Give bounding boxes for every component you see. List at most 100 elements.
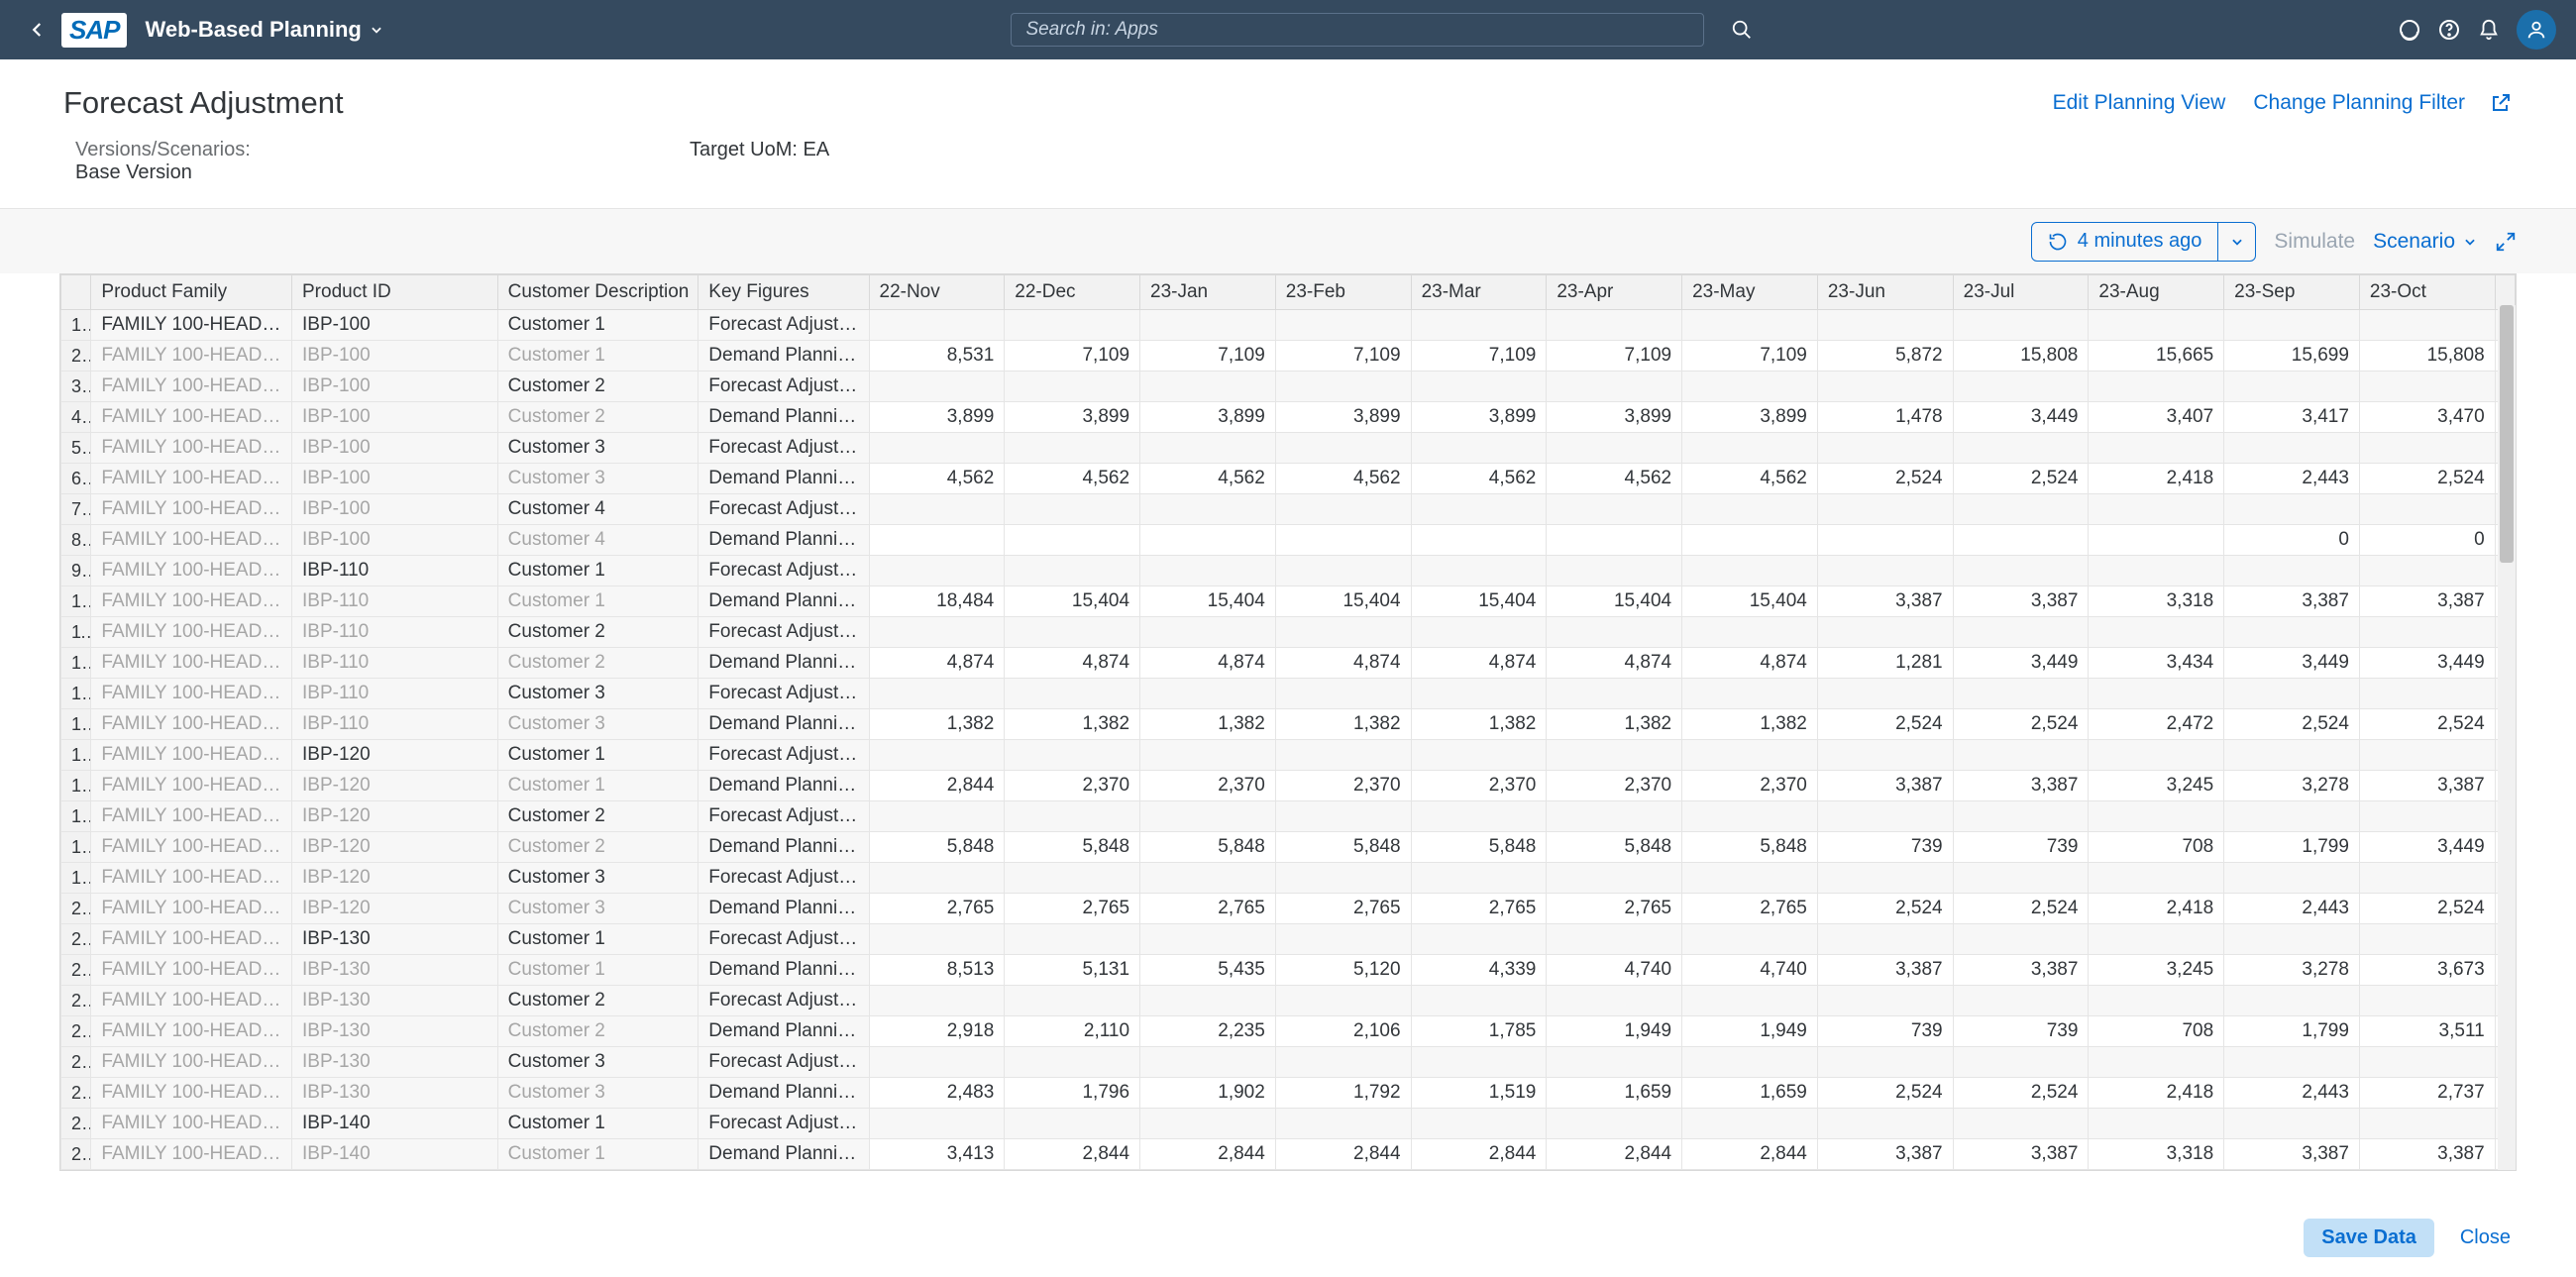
row-number[interactable]: 10 [61,586,91,617]
value-cell[interactable] [1140,1047,1276,1078]
value-cell[interactable] [1411,433,1547,464]
row-number[interactable]: 16 [61,771,91,801]
value-cell[interactable]: 2,765 [1005,894,1140,924]
table-row[interactable]: 9FAMILY 100-HEADPHO…IBP-110Customer 1For… [61,556,2516,586]
value-cell[interactable] [1682,1047,1818,1078]
value-cell[interactable]: 708 [2089,1016,2224,1047]
value-cell[interactable]: 2,235 [1140,1016,1276,1047]
value-cell[interactable] [1275,372,1411,402]
column-header[interactable] [61,275,91,310]
value-cell[interactable]: 2,524 [1953,709,2089,740]
table-row[interactable]: 10FAMILY 100-HEADPHO…IBP-110Customer 1De… [61,586,2516,617]
value-cell[interactable] [1140,617,1276,648]
value-cell[interactable]: 3,899 [1682,402,1818,433]
row-number[interactable]: 23 [61,986,91,1016]
value-cell[interactable]: 1,382 [1547,709,1682,740]
value-cell[interactable]: 739 [1817,1016,1953,1047]
value-cell[interactable]: 2,418 [2089,894,2224,924]
value-cell[interactable]: 4,562 [1547,464,1682,494]
value-cell[interactable] [1411,1047,1547,1078]
value-cell[interactable] [1275,679,1411,709]
value-cell[interactable] [1682,1109,1818,1139]
value-cell[interactable] [1817,924,1953,955]
value-cell[interactable]: 3,387 [1953,1139,2089,1170]
value-cell[interactable] [1953,310,2089,341]
value-cell[interactable]: 15,699 [2224,341,2360,372]
value-cell[interactable]: 3,278 [2224,771,2360,801]
value-cell[interactable] [1275,310,1411,341]
value-cell[interactable]: 1,796 [1005,1078,1140,1109]
value-cell[interactable] [1547,617,1682,648]
value-cell[interactable]: 2,844 [1275,1139,1411,1170]
value-cell[interactable]: 2,844 [1682,1139,1818,1170]
value-cell[interactable] [2224,740,2360,771]
value-cell[interactable] [1005,679,1140,709]
value-cell[interactable] [1953,740,2089,771]
value-cell[interactable]: 3,387 [1817,586,1953,617]
value-cell[interactable] [1411,679,1547,709]
value-cell[interactable] [1682,617,1818,648]
value-cell[interactable] [1817,556,1953,586]
value-cell[interactable]: 2,472 [2089,709,2224,740]
value-cell[interactable] [1682,679,1818,709]
value-cell[interactable]: 4,874 [1005,648,1140,679]
value-cell[interactable] [1953,924,2089,955]
table-row[interactable]: 20FAMILY 100-HEADPHO…IBP-120Customer 3De… [61,894,2516,924]
value-cell[interactable]: 4,874 [1547,648,1682,679]
notifications-icon[interactable] [2469,10,2509,50]
planning-grid[interactable]: Product FamilyProduct IDCustomer Descrip… [59,273,2517,1171]
table-row[interactable]: 8FAMILY 100-HEADPHO…IBP-100Customer 4Dem… [61,525,2516,556]
value-cell[interactable]: 2,524 [2359,464,2495,494]
column-header[interactable]: Product Family [91,275,292,310]
value-cell[interactable]: 2,844 [869,771,1005,801]
value-cell[interactable]: 1,799 [2224,832,2360,863]
value-cell[interactable]: 3,899 [1411,402,1547,433]
value-cell[interactable] [1953,1109,2089,1139]
value-cell[interactable]: 0 [2359,525,2495,556]
help-icon[interactable] [2429,10,2469,50]
global-search-input[interactable] [1011,13,1704,47]
value-cell[interactable]: 8,513 [869,955,1005,986]
value-cell[interactable] [2089,679,2224,709]
value-cell[interactable]: 7,109 [1682,341,1818,372]
column-header[interactable]: 23-May [1682,275,1818,310]
value-cell[interactable] [2224,801,2360,832]
value-cell[interactable] [869,740,1005,771]
value-cell[interactable]: 3,387 [1817,771,1953,801]
value-cell[interactable]: 5,848 [1411,832,1547,863]
value-cell[interactable]: 2,443 [2224,464,2360,494]
value-cell[interactable]: 1,949 [1682,1016,1818,1047]
value-cell[interactable]: 3,387 [2224,1139,2360,1170]
value-cell[interactable] [2359,740,2495,771]
value-cell[interactable]: 3,413 [869,1139,1005,1170]
value-cell[interactable]: 3,470 [2359,402,2495,433]
value-cell[interactable] [1411,310,1547,341]
value-cell[interactable] [869,924,1005,955]
value-cell[interactable]: 1,382 [1411,709,1547,740]
value-cell[interactable]: 4,874 [869,648,1005,679]
row-number[interactable]: 25 [61,1047,91,1078]
value-cell[interactable] [1682,740,1818,771]
column-header[interactable]: 23-Aug [2089,275,2224,310]
value-cell[interactable]: 1,478 [1817,402,1953,433]
value-cell[interactable]: 3,387 [1953,771,2089,801]
value-cell[interactable]: 2,370 [1140,771,1276,801]
value-cell[interactable] [1140,986,1276,1016]
value-cell[interactable] [1547,801,1682,832]
value-cell[interactable] [869,617,1005,648]
value-cell[interactable] [1411,801,1547,832]
value-cell[interactable]: 1,382 [1005,709,1140,740]
column-header[interactable]: 23-Sep [2224,275,2360,310]
value-cell[interactable]: 3,387 [1817,1139,1953,1170]
value-cell[interactable] [1005,556,1140,586]
value-cell[interactable]: 1,382 [1140,709,1276,740]
app-title-menu[interactable]: Web-Based Planning [145,17,382,43]
value-cell[interactable]: 1,659 [1682,1078,1818,1109]
table-row[interactable]: 24FAMILY 100-HEADPHO…IBP-130Customer 2De… [61,1016,2516,1047]
value-cell[interactable] [1817,525,1953,556]
value-cell[interactable] [1682,310,1818,341]
value-cell[interactable]: 7,109 [1005,341,1140,372]
value-cell[interactable]: 2,483 [869,1078,1005,1109]
value-cell[interactable] [1411,986,1547,1016]
value-cell[interactable]: 4,562 [1005,464,1140,494]
